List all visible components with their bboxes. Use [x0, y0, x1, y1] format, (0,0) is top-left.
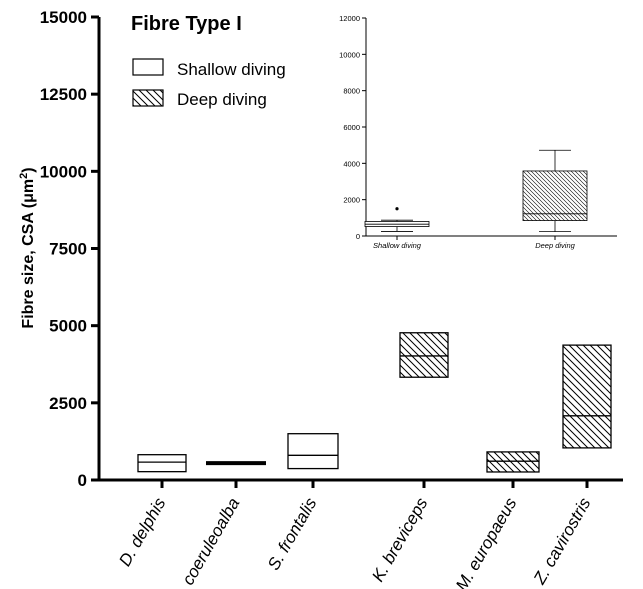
main-x-tick-label: K. breviceps	[368, 494, 431, 585]
inset-x-tick-label: Shallow diving	[373, 241, 422, 250]
main-y-tick-label: 0	[78, 471, 87, 490]
main-x-tick-label: Z. cavirostris	[529, 494, 594, 588]
main-y-tick-label: 10000	[40, 162, 87, 181]
main-x-tick-label: S. frontalis	[264, 494, 321, 573]
inset-y-tick-label: 10000	[339, 50, 360, 59]
legend-label-shallow: Shallow diving	[177, 60, 286, 79]
legend-swatch-deep	[132, 89, 164, 107]
legend: Shallow diving Deep diving	[132, 58, 286, 109]
main-x-tick-label: D. delphis	[115, 494, 170, 569]
box-2	[287, 433, 339, 470]
inset-x-tick-label: Deep diving	[535, 241, 575, 250]
legend-swatch-shallow	[132, 58, 164, 76]
chart-title: Fibre Type I	[131, 13, 242, 35]
box-4	[486, 451, 540, 473]
box-5	[562, 344, 612, 449]
main-x-tick-label: S. coeruleoalba	[168, 495, 244, 589]
main-x-tick-label: M. europaeus	[452, 494, 521, 589]
main-y-tick-label: 2500	[49, 394, 87, 413]
box-3	[399, 332, 449, 378]
inset-y-tick-label: 2000	[343, 196, 360, 205]
inset-y-tick-label: 8000	[343, 87, 360, 96]
inset-y-tick-label: 0	[356, 232, 360, 241]
main-y-tick-label: 12500	[40, 85, 87, 104]
box-0	[137, 454, 187, 473]
inset-box-1	[522, 170, 588, 221]
inset-outlier-point	[395, 207, 399, 211]
legend-label-deep: Deep diving	[177, 90, 267, 109]
main-y-tick-label: 5000	[49, 317, 87, 336]
y-axis-label: Fibre size, CSA (μm2)	[18, 167, 37, 328]
inset-y-tick-label: 4000	[343, 159, 360, 168]
inset-y-tick-label: 6000	[343, 123, 360, 132]
inset-y-tick-label: 12000	[339, 14, 360, 23]
inset-chart: 0 2000 4000 6000 8000 10000 12000 Shallow divi…	[339, 14, 617, 250]
main-y-tick-label: 15000	[40, 8, 87, 27]
main-y-tick-label: 7500	[49, 240, 87, 259]
